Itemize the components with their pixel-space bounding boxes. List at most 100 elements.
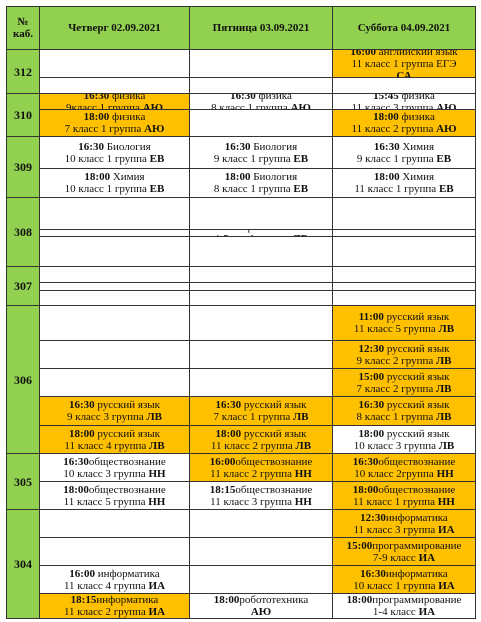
lesson-group: 7 класс 2 группа ЛВ [356, 382, 452, 395]
room-number-label: 310 [14, 108, 32, 122]
room-number-label: 307 [14, 279, 32, 293]
lesson-cell: 16:30 Биология 9 класс 1 группа ЕВ [189, 136, 333, 169]
room-number-312: 312 [6, 49, 40, 94]
room-number-310: 310 [6, 93, 40, 137]
empty-slot [39, 537, 190, 566]
lesson-cell: 11:00 русский язык 11 класс 5 группа ЛВ [332, 305, 476, 341]
lesson-group: 10 класс 2группа НН [354, 467, 454, 480]
empty-slot [189, 340, 333, 369]
lesson-time-subject: 16:30 русский язык [215, 399, 307, 411]
empty-slot [39, 266, 190, 283]
lesson-group: 8 класс 1 группа ЛВ [356, 411, 452, 423]
lesson-time-subject: 18:00 развивашки [219, 230, 303, 233]
lesson-cell: 16:30 русский язык 8 класс 1 группа ЛВ [332, 396, 476, 426]
lesson-time-subject: 18:00 русский язык [358, 427, 450, 440]
lesson-group: 11 класс 2 группа НН [210, 467, 312, 480]
lesson-time-subject: 18:00 физика [373, 111, 435, 123]
lesson-time-subject: 18:15обществознание [209, 483, 313, 496]
room-number-305: 305 [6, 453, 40, 510]
lesson-time-subject: 16:30 русский язык [68, 399, 161, 411]
lesson-group: 8 класс 1 группа ЕВ [213, 183, 309, 195]
empty-slot [189, 537, 333, 566]
lesson-cell: 18:00робототехника АЮ [189, 593, 333, 619]
empty-slot [39, 77, 190, 94]
lesson-time-subject: 16:30 Биология [78, 140, 151, 153]
lesson-cell: 16:30 физика 8 класс 1 группа АЮ [189, 93, 333, 110]
lesson-cell: 18:00 физика 11 класс 2 группа АЮ [332, 109, 476, 137]
lesson-time-subject: 18:00 русский язык [215, 427, 307, 440]
lesson-time-subject: 16:30 Химия [373, 140, 435, 153]
empty-slot [39, 290, 190, 306]
lesson-cell: 18:00обществознание 11 класс 5 группа НН [39, 481, 190, 510]
lesson-group: 11 класс 3 группа АЮ [351, 101, 457, 110]
lesson-time-subject: 16:30 Биология [224, 140, 298, 153]
schedule-table: № каб. Четверг 02.09.2021 Пятница 03.09.20… [6, 6, 476, 619]
lesson-group: 7 класс 1 группа ЛВ [213, 411, 309, 423]
room-number-label: 304 [14, 557, 32, 571]
lesson-cell: 16:30обществознание 10 класс 3 группа НН [39, 453, 190, 482]
day-header-saturday: Суббота 04.09.2021 [332, 6, 476, 50]
lesson-time-subject: 16:30обществознание [352, 455, 456, 468]
room-number-309: 309 [6, 136, 40, 198]
room-number-307: 307 [6, 266, 40, 306]
lesson-group: 11 класс 3 группа НН [210, 495, 312, 508]
lesson-cell: 18:00программирование 1-4 класс ИА [332, 593, 476, 619]
lesson-cell: 18:00 Химия 11 класс 1 группа ЕВ [332, 168, 476, 198]
lesson-time-subject: 18:00 Химия [84, 171, 145, 183]
room-number-label: 312 [14, 64, 32, 79]
lesson-group: 11 класс 4 группа ИА [63, 579, 166, 592]
empty-slot [189, 109, 333, 137]
empty-slot [189, 368, 333, 397]
lesson-group: СА [396, 69, 412, 78]
lesson-time-subject: 18:15информатика [70, 594, 159, 606]
lesson-cell: 15:45 физика 11 класс 3 группа АЮ [332, 93, 476, 110]
empty-slot [39, 340, 190, 369]
lesson-cell: 18:00 русский язык 10 класс 3 группа ЛВ [332, 425, 476, 454]
lesson-group: 1-4 класс ИА [372, 606, 436, 618]
room-number-label: 309 [14, 160, 32, 174]
lesson-time-subject: 16:30 физика [83, 93, 146, 102]
empty-slot [332, 290, 476, 306]
room-number-header-label: № каб. [13, 16, 33, 40]
empty-slot [39, 509, 190, 538]
day-header-label: Суббота 04.09.2021 [357, 22, 451, 34]
lesson-cell: 18:00 развивашки4-5 лет 1 группа ЛВ [189, 229, 333, 237]
lesson-group: 7 класс 1 группа АЮ [64, 123, 165, 135]
lesson-group: 9 класс 1 группа ЕВ [356, 152, 452, 165]
lesson-cell: 16:30 физика 9класс 1 группа АЮ [39, 93, 190, 110]
lesson-cell: 18:00обществознание 11 класс 1 группа НН [332, 481, 476, 510]
lesson-cell: 18:15обществознание 11 класс 3 группа НН [189, 481, 333, 510]
lesson-time-subject: 18:00обществознание [352, 483, 456, 496]
lesson-group: 11 класс 5 группа ЛВ [353, 323, 455, 335]
lesson-cell: 18:15информатика 11 класс 2 группа ИА [39, 593, 190, 619]
empty-slot [189, 509, 333, 538]
lesson-cell: 16:30 Биология 10 класс 1 группа ЕВ [39, 136, 190, 169]
lesson-cell: 16:00 английский язык 11 класс 1 группа Е… [332, 49, 476, 78]
empty-slot [189, 305, 333, 341]
room-number-label: 305 [14, 474, 32, 489]
day-header-label: Четверг 02.09.2021 [68, 22, 161, 34]
room-number-label: 306 [14, 372, 32, 387]
lesson-time-subject: 18:00робототехника [213, 594, 309, 606]
empty-slot [39, 305, 190, 341]
lesson-time-subject: 12:30 русский язык [358, 342, 450, 355]
lesson-cell: 12:30информатика 11 класс 3 группа ИА [332, 509, 476, 538]
room-number-306: 306 [6, 305, 40, 454]
lesson-cell: 16:30 русский язык 9 класс 3 группа ЛВ [39, 396, 190, 426]
lesson-cell: 16:30обществознание 10 класс 2группа НН [332, 453, 476, 482]
empty-slot [332, 197, 476, 230]
lesson-group: 10 класс 3 группа НН [63, 467, 166, 480]
lesson-time-subject: 18:00 Биология [224, 171, 298, 183]
empty-slot [39, 368, 190, 397]
empty-slot [39, 197, 190, 230]
empty-slot [332, 236, 476, 267]
lesson-group: 10 класс 1 группа ЕВ [64, 152, 165, 165]
day-header-friday: Пятница 03.09.2021 [189, 6, 333, 50]
lesson-cell: 16:00 информатика 11 класс 4 группа ИА [39, 565, 190, 594]
lesson-group: 9 класс 1 группа ЕВ [213, 152, 309, 165]
room-number-label: 308 [14, 225, 32, 239]
lesson-cell: 15:00программирование 7-9 класс ИА [332, 537, 476, 566]
lesson-time-subject: 18:00программирование [346, 594, 462, 606]
lesson-time-subject: 18:00 Химия [373, 171, 435, 183]
lesson-time-subject: 15:00программирование [346, 539, 462, 552]
